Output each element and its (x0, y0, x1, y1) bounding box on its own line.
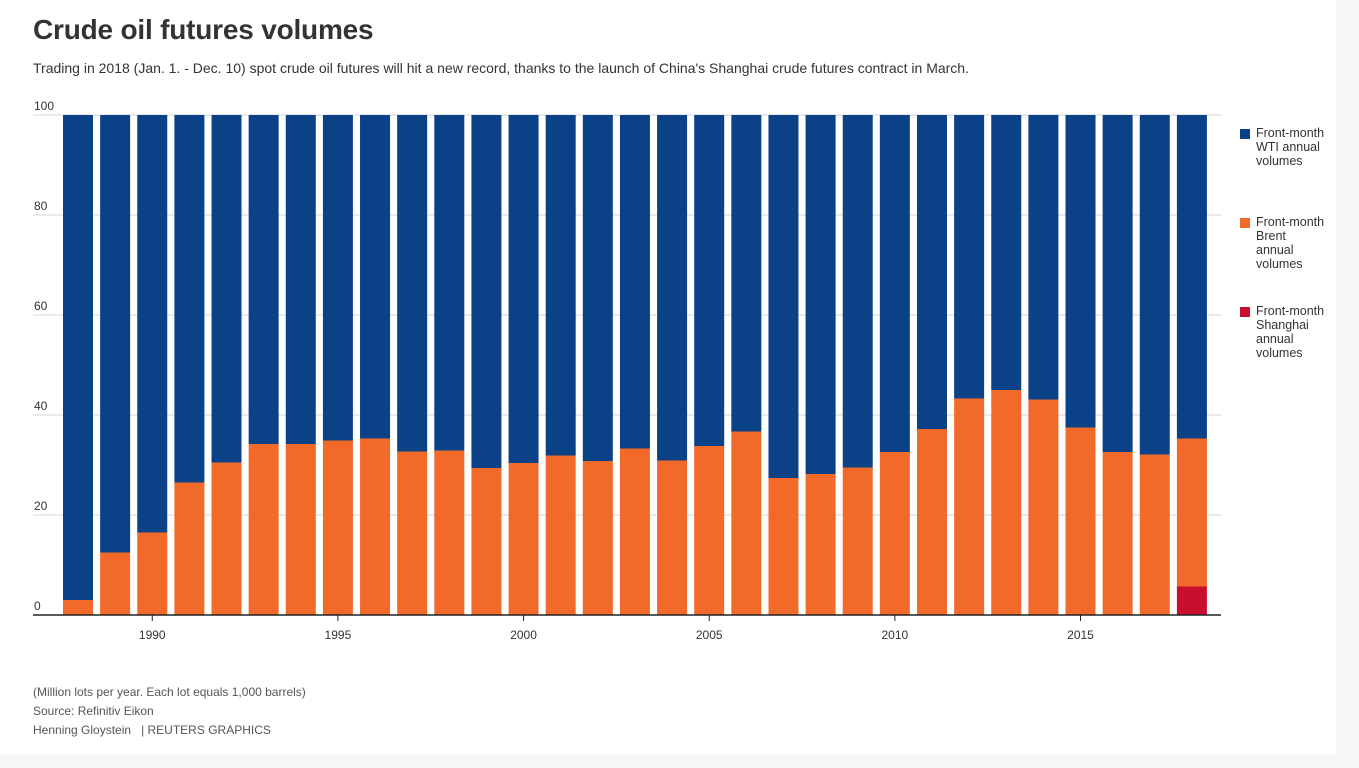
bar-brent-2000 (508, 463, 539, 615)
bar-brent-1990 (137, 532, 168, 615)
bar-brent-2003 (619, 448, 650, 615)
legend-item-brent: Front-month Brent annual volumes (1240, 215, 1340, 304)
bar-wti-2006 (731, 115, 762, 432)
bar-brent-1999 (471, 468, 502, 615)
bar-wti-2002 (582, 115, 613, 461)
author-name: Henning Gloystein (33, 723, 132, 737)
bar-wti-2010 (879, 115, 910, 452)
y-tick-label-0: 0 (34, 599, 41, 613)
chart-subtitle: Trading in 2018 (Jan. 1. - Dec. 10) spot… (33, 60, 969, 76)
y-tick-label-20: 20 (34, 499, 48, 513)
bar-brent-1998 (434, 450, 465, 615)
x-tick-label-2000: 2000 (510, 628, 537, 642)
y-tick-label-60: 60 (34, 299, 48, 313)
bar-wti-2008 (805, 115, 836, 474)
bar-brent-1988 (63, 600, 93, 615)
y-axis-ticks: 0 20 40 60 80 100 (34, 99, 54, 613)
x-tick-label-2015: 2015 (1067, 628, 1094, 642)
bar-wti-1994 (285, 115, 316, 444)
bar-wti-1993 (248, 115, 279, 444)
bar-wti-1997 (397, 115, 428, 452)
x-tick-label-2010: 2010 (882, 628, 909, 642)
bar-brent-2004 (657, 460, 688, 615)
bar-brent-2011 (916, 429, 947, 615)
bar-wti-2012 (954, 115, 985, 399)
bar-shanghai-2018 (1176, 586, 1207, 615)
bar-wti-2014 (1028, 115, 1059, 400)
agency-name: | REUTERS GRAPHICS (141, 723, 271, 737)
legend-swatch-brent (1240, 218, 1250, 228)
stacked-bar-chart: 0 20 40 60 80 100 1990 1995 2000 2005 2010 2015 (33, 99, 1221, 642)
bar-brent-2014 (1028, 399, 1059, 615)
bar-brent-2012 (954, 398, 985, 615)
bar-brent-2015 (1065, 427, 1096, 615)
bar-brent-2008 (805, 474, 836, 615)
bar-wti-2001 (545, 115, 576, 456)
bar-brent-1995 (322, 440, 353, 615)
bar-brent-1991 (174, 482, 205, 615)
bar-wti-2000 (508, 115, 539, 463)
x-tick-label-1990: 1990 (139, 628, 166, 642)
bar-wti-1989 (100, 115, 131, 553)
x-tick-label-1995: 1995 (325, 628, 352, 642)
bars (63, 115, 1207, 615)
legend-swatch-shanghai (1240, 307, 1250, 317)
bar-brent-2002 (582, 461, 613, 615)
y-tick-label-80: 80 (34, 199, 48, 213)
bar-brent-2009 (842, 467, 873, 615)
legend-item-wti: Front-month WTI annual volumes (1240, 126, 1340, 215)
chart-card: Crude oil futures volumes Trading in 201… (33, 14, 1325, 737)
bar-brent-2005 (694, 446, 725, 615)
legend-label-brent: Front-month Brent annual volumes (1256, 215, 1325, 271)
legend-label-wti: Front-month WTI annual volumes (1256, 126, 1325, 168)
bar-wti-1995 (322, 115, 353, 441)
bar-wti-1999 (471, 115, 502, 468)
bar-wti-2015 (1065, 115, 1096, 428)
bar-brent-2001 (545, 455, 576, 615)
legend-label-shanghai: Front-month Shanghai annual volumes (1256, 304, 1325, 360)
bar-brent-2016 (1102, 452, 1133, 615)
bar-wti-2005 (694, 115, 725, 446)
y-tick-label-100: 100 (34, 99, 54, 113)
bar-brent-2018 (1176, 438, 1207, 587)
bar-brent-1996 (360, 438, 391, 615)
bar-wti-2013 (991, 115, 1022, 390)
bar-wti-2003 (619, 115, 650, 449)
bar-wti-2009 (842, 115, 873, 468)
bar-brent-2006 (731, 431, 762, 615)
bar-brent-1993 (248, 444, 279, 615)
credit-line: Henning Gloystein | REUTERS GRAPHICS (33, 723, 271, 737)
bar-brent-1992 (211, 462, 242, 615)
source-line: Source: Refinitiv Eikon (33, 704, 154, 718)
bar-brent-1997 (397, 451, 428, 615)
x-tick-label-2005: 2005 (696, 628, 723, 642)
legend-swatch-wti (1240, 129, 1250, 139)
bar-wti-2016 (1102, 115, 1133, 452)
bar-wti-1996 (360, 115, 391, 439)
legend-item-shanghai: Front-month Shanghai annual volumes (1240, 304, 1340, 393)
bar-wti-2018 (1176, 115, 1207, 439)
bar-wti-1998 (434, 115, 465, 451)
bar-wti-1992 (211, 115, 242, 463)
x-axis-ticks: 1990 1995 2000 2005 2010 2015 (139, 615, 1094, 642)
footnote: (Million lots per year. Each lot equals … (33, 685, 306, 699)
bar-wti-2017 (1139, 115, 1170, 455)
legend: Front-month WTI annual volumes Front-mon… (1240, 126, 1340, 393)
y-tick-label-40: 40 (34, 399, 48, 413)
bar-wti-1988 (63, 115, 93, 600)
bar-wti-2004 (657, 115, 688, 461)
chart-title: Crude oil futures volumes (33, 14, 374, 45)
bar-brent-2017 (1139, 454, 1170, 615)
bar-brent-2007 (768, 478, 799, 615)
bar-brent-2010 (879, 452, 910, 615)
bar-wti-1991 (174, 115, 205, 483)
bar-brent-2013 (991, 390, 1022, 615)
bar-brent-1989 (100, 552, 131, 615)
bar-wti-2007 (768, 115, 799, 478)
bar-wti-1990 (137, 115, 168, 533)
bar-wti-2011 (916, 115, 947, 429)
bar-brent-1994 (285, 444, 316, 615)
